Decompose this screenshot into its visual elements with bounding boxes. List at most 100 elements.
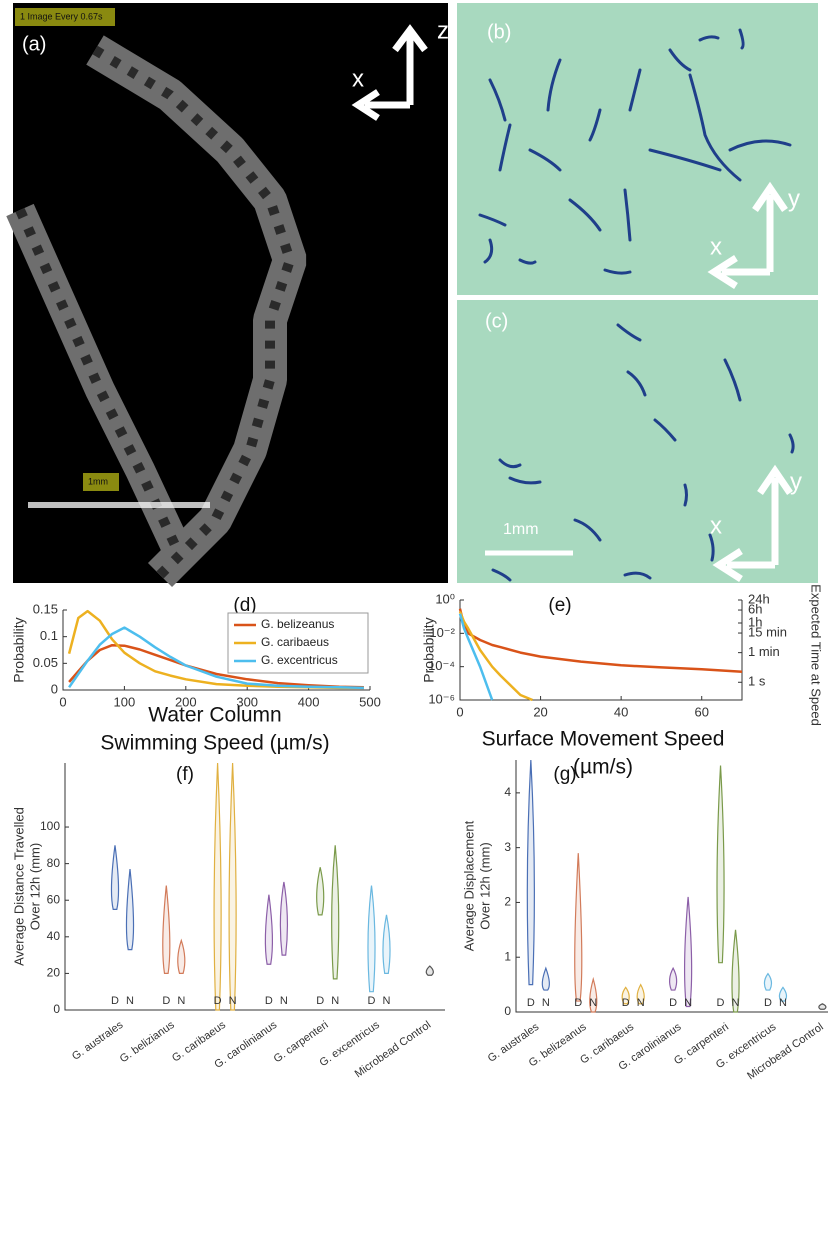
chart-title: (d) (233, 595, 256, 616)
panel-c: (c) 1mm y x (457, 300, 818, 583)
x-axis-label: Swimming Speed (µm/s) (100, 732, 329, 755)
y-tick-label: 40 (47, 929, 61, 943)
chart-title: (e) (548, 595, 571, 616)
day-night-label: N (637, 997, 645, 1009)
banner-bg (15, 8, 115, 26)
day-night-label: D (316, 995, 324, 1007)
line-series (68, 643, 364, 689)
line-series (458, 608, 743, 673)
y-tick-label: 4 (504, 785, 511, 799)
violin (574, 853, 583, 1002)
violin (382, 914, 391, 975)
day-night-label: N (383, 995, 391, 1007)
image-background (457, 300, 818, 583)
axis-label: y (788, 185, 800, 212)
scale-label-bg (83, 473, 119, 491)
axis-label: x (352, 65, 364, 92)
y2-tick-label: 15 min (748, 624, 787, 639)
violin (621, 986, 630, 1005)
y-tick-label: 80 (47, 856, 61, 870)
day-night-label: N (684, 997, 692, 1009)
violin (636, 983, 645, 1005)
violin (331, 845, 340, 980)
chart-title: (g) (553, 764, 576, 785)
y-axis-label: Probability (11, 617, 27, 682)
legend-label: G. excentricus (261, 653, 338, 667)
y2-axis-label: Expected Time at Speed (809, 584, 824, 726)
day-night-label: N (177, 995, 185, 1007)
x-tick-label: 500 (359, 694, 381, 709)
y2-tick-label: 24h (748, 591, 770, 606)
y-tick-label: 60 (47, 892, 61, 906)
day-night-label: N (126, 995, 134, 1007)
legend-label: G. belizeanus (261, 617, 334, 631)
day-night-label: N (280, 995, 288, 1007)
axes-arrows (712, 464, 793, 582)
y-axis-label: Over 12h (mm) (27, 843, 42, 930)
violin (684, 896, 693, 1008)
panel-b: (b) y x (457, 3, 818, 295)
axis-label: y (790, 468, 802, 495)
violin (367, 885, 376, 993)
y2-tick-label: 1 s (748, 674, 766, 689)
panel-label: (b) (487, 21, 511, 43)
violin (162, 885, 171, 975)
x-tick-label: 0 (456, 704, 463, 719)
violin (316, 867, 325, 916)
violin (731, 929, 740, 1013)
day-night-label: D (214, 995, 222, 1007)
line-series (68, 626, 364, 690)
day-night-label: D (764, 997, 772, 1009)
x-tick-label: 40 (614, 704, 628, 719)
violin (125, 869, 135, 951)
trajectories (491, 323, 795, 582)
day-night-label: N (229, 995, 237, 1007)
cell-images (15, 207, 180, 548)
axis-frame (459, 600, 743, 701)
scale-label: 1mm (88, 476, 108, 486)
axes-arrows (351, 24, 428, 121)
violin (716, 765, 725, 964)
x-tick-label: 100 (114, 694, 136, 709)
y-tick-label: 10⁰ (435, 591, 455, 606)
y-tick-label: 0 (53, 1002, 60, 1016)
violin (818, 1003, 827, 1010)
scale-label: 1mm (503, 521, 539, 538)
day-night-label: N (589, 997, 597, 1009)
x-tick-label: 60 (694, 704, 708, 719)
y-axis-label: Average Distance Travelled (11, 807, 26, 966)
violin (589, 976, 598, 1013)
y2-tick-label: 1 min (748, 644, 780, 659)
y-tick-label: 0.1 (40, 628, 58, 643)
x-tick-label: G. belizianus (118, 1019, 177, 1066)
x-tick-label: 300 (236, 694, 258, 709)
day-night-label: D (162, 995, 170, 1007)
violin (668, 966, 678, 991)
violin (177, 938, 186, 975)
axis-label: x (710, 512, 722, 539)
chart-title: (f) (176, 764, 194, 785)
panel-label: (a) (22, 33, 46, 55)
day-night-label: D (574, 997, 582, 1009)
x-tick-label: 0 (59, 694, 66, 709)
x-axis-label: Water Column (148, 704, 281, 727)
axes-arrows (707, 181, 788, 289)
banner: 1 Image Every 0.67s (20, 11, 103, 21)
y2-tick-label: 1h (748, 614, 762, 629)
violin (763, 972, 773, 991)
axis-label: z (437, 17, 449, 44)
day-night-label: D (368, 995, 376, 1007)
x-axis-label: Surface Movement Speed (482, 728, 725, 751)
violin (110, 845, 120, 910)
x-tick-label: 400 (298, 694, 320, 709)
day-night-label: D (717, 997, 725, 1009)
day-night-label: D (111, 995, 119, 1007)
violin (778, 986, 788, 1002)
day-night-label: D (527, 997, 535, 1009)
y-tick-label: 10⁻⁴ (428, 658, 455, 673)
y2-tick-label: 6h (748, 601, 762, 616)
y-tick-label: 20 (47, 966, 61, 980)
y-tick-label: 10⁻² (429, 625, 455, 640)
y-axis-label: Over 12h (mm) (477, 842, 492, 929)
